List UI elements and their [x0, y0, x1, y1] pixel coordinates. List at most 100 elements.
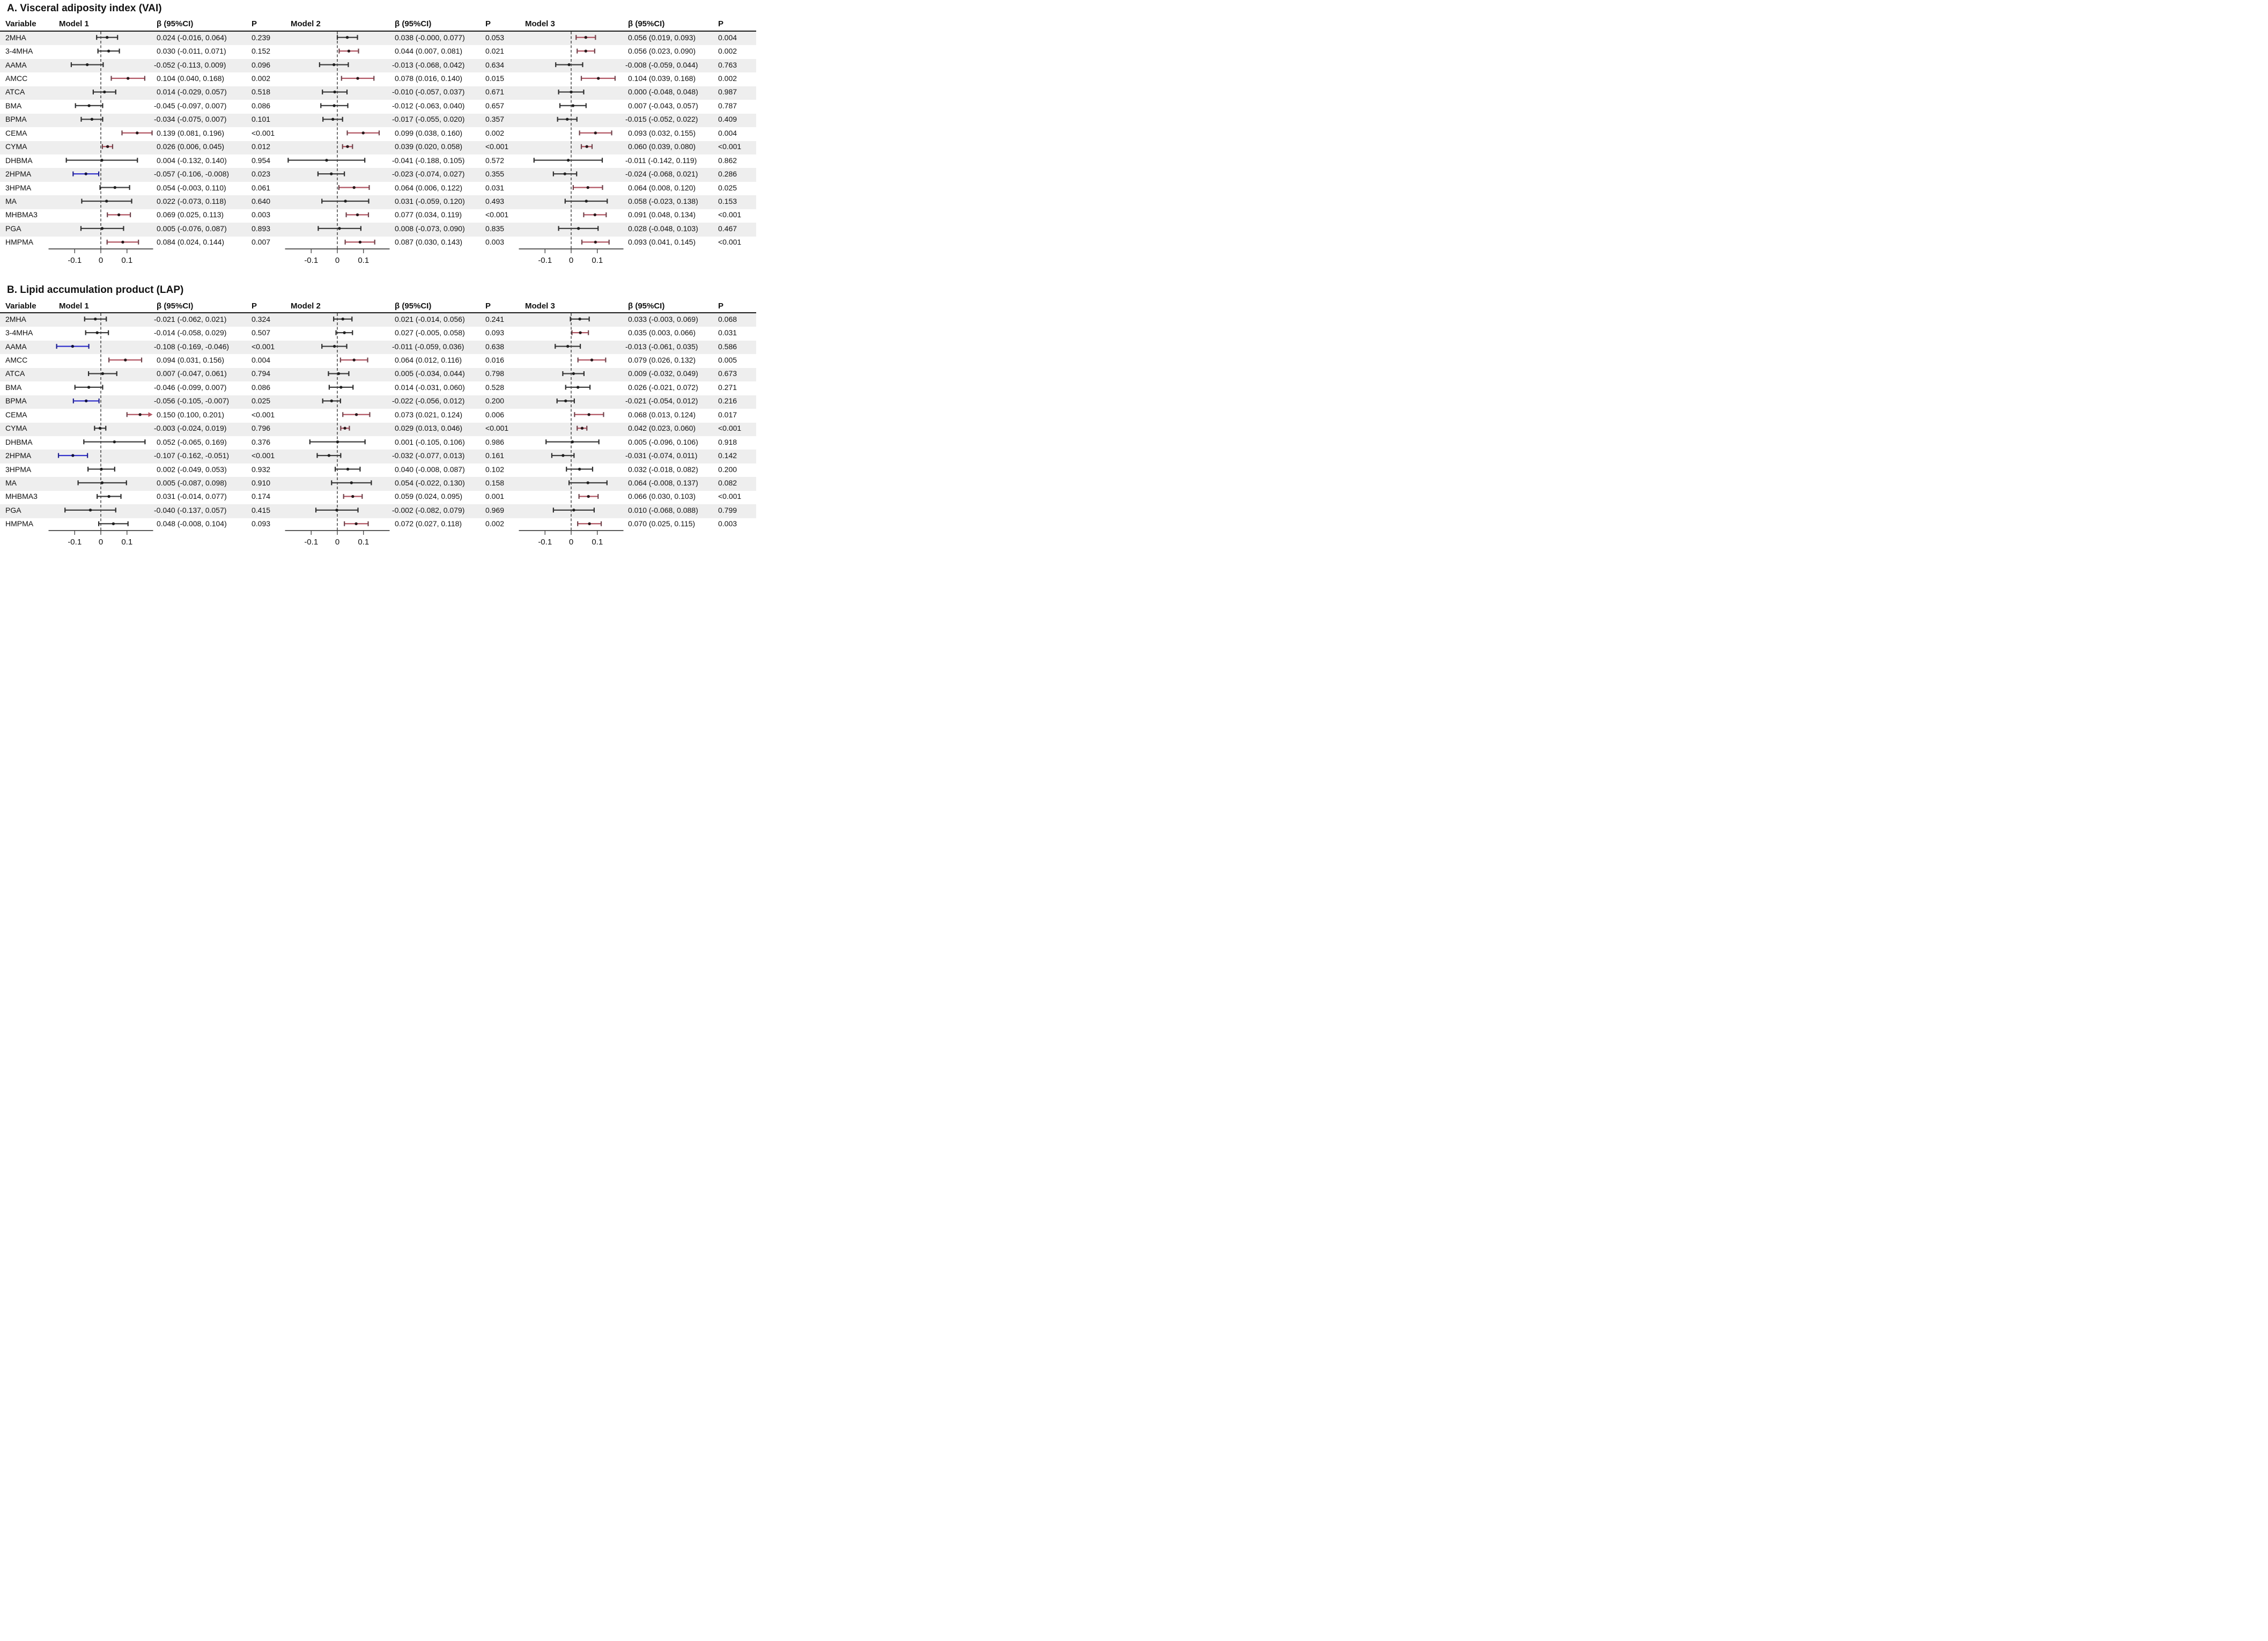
point-estimate — [113, 186, 117, 189]
beta-ci-value: -0.014 (-0.058, 0.029) — [154, 328, 227, 337]
beta-ci-value: 0.093 (0.032, 0.155) — [628, 128, 696, 137]
beta-ci-value: 0.054 (-0.022, 0.130) — [395, 478, 465, 487]
beta-ci-value: 0.064 (0.006, 0.122) — [395, 183, 463, 192]
row-stripe — [0, 141, 756, 154]
x-tick-label: 0.1 — [358, 538, 369, 547]
beta-ci-value: 0.033 (-0.003, 0.069) — [628, 314, 698, 323]
row-stripe — [0, 313, 756, 327]
beta-ci-value: 0.056 (0.023, 0.090) — [628, 47, 696, 56]
p-value: <0.001 — [718, 238, 742, 247]
point-estimate — [347, 49, 351, 53]
point-estimate — [339, 386, 343, 389]
point-estimate — [333, 104, 336, 107]
beta-ci-value: -0.013 (-0.068, 0.042) — [392, 60, 465, 69]
column-header-model: Model 1 — [59, 19, 89, 28]
beta-ci-value: -0.011 (-0.059, 0.036) — [392, 342, 464, 351]
point-estimate — [107, 495, 110, 498]
beta-ci-value: -0.017 (-0.055, 0.020) — [392, 115, 465, 124]
variable-label: CYMA — [5, 424, 27, 433]
beta-ci-value: 0.026 (-0.021, 0.072) — [628, 382, 698, 392]
beta-ci-value: 0.024 (-0.016, 0.064) — [157, 33, 227, 42]
point-estimate — [107, 49, 110, 53]
beta-ci-value: 0.059 (0.024, 0.095) — [395, 492, 463, 501]
p-value: 0.586 — [718, 342, 737, 351]
row-stripe — [0, 367, 756, 382]
x-tick-label: 0.1 — [592, 538, 603, 547]
p-value: <0.001 — [485, 210, 509, 219]
x-tick-label: 0 — [99, 538, 103, 547]
beta-ci-value: 0.056 (0.019, 0.093) — [628, 33, 696, 42]
beta-ci-value: 0.054 (-0.003, 0.110) — [157, 183, 226, 192]
p-value: 0.003 — [485, 238, 505, 247]
p-value: 0.798 — [485, 369, 505, 378]
beta-ci-value: 0.077 (0.034, 0.119) — [395, 210, 462, 219]
point-estimate — [127, 77, 130, 80]
p-value: <0.001 — [485, 424, 509, 433]
column-header-beta: β (95%CI) — [157, 19, 194, 28]
p-value: 0.286 — [718, 170, 737, 179]
beta-ci-value: 0.094 (0.031, 0.156) — [157, 356, 225, 365]
p-value: 0.142 — [718, 451, 737, 460]
beta-ci-value: 0.048 (-0.008, 0.104) — [157, 519, 227, 528]
beta-ci-value: 0.064 (0.012, 0.116) — [395, 356, 462, 365]
point-estimate — [576, 386, 580, 389]
point-estimate — [590, 358, 594, 362]
beta-ci-value: 0.035 (0.003, 0.066) — [628, 328, 696, 337]
panel-b-title: B. Lipid accumulation product (LAP) — [7, 284, 184, 296]
p-value: 0.004 — [718, 128, 737, 137]
beta-ci-value: 0.032 (-0.018, 0.082) — [628, 465, 698, 474]
column-header-model: Model 3 — [525, 19, 555, 28]
variable-label: HMPMA — [5, 238, 34, 247]
beta-ci-value: 0.014 (-0.029, 0.057) — [157, 87, 227, 97]
variable-label: BMA — [5, 101, 22, 110]
variable-label: CYMA — [5, 142, 27, 151]
point-estimate — [588, 522, 591, 525]
beta-ci-value: 0.079 (0.026, 0.132) — [628, 356, 696, 365]
p-value: 0.657 — [485, 101, 505, 110]
point-estimate — [351, 495, 354, 498]
beta-ci-value: 0.000 (-0.048, 0.048) — [628, 87, 698, 97]
beta-ci-value: 0.027 (-0.005, 0.058) — [395, 328, 465, 337]
p-value: 0.007 — [252, 238, 271, 247]
column-header-p: P — [718, 301, 724, 311]
p-value: 0.002 — [485, 519, 505, 528]
p-value: 0.003 — [718, 519, 737, 528]
variable-label: ATCA — [5, 369, 25, 378]
variable-label: AAMA — [5, 342, 27, 351]
x-tick-label: 0.1 — [358, 256, 369, 265]
beta-ci-value: 0.029 (0.013, 0.046) — [395, 424, 463, 433]
point-estimate — [358, 240, 362, 244]
point-estimate — [352, 186, 356, 189]
p-value: 0.893 — [252, 224, 271, 233]
p-value: 0.004 — [252, 356, 271, 365]
point-estimate — [356, 213, 359, 217]
p-value: 0.086 — [252, 382, 271, 392]
point-estimate — [579, 331, 582, 334]
p-value: <0.001 — [252, 410, 275, 419]
beta-ci-value: 0.150 (0.100, 0.201) — [157, 410, 225, 419]
variable-label: MA — [5, 478, 17, 487]
variable-label: DHBMA — [5, 156, 33, 165]
variable-label: 2MHA — [5, 33, 26, 42]
column-header-variable: Variable — [5, 301, 36, 311]
p-value: 0.016 — [485, 356, 505, 365]
beta-ci-value: -0.003 (-0.024, 0.019) — [154, 424, 227, 433]
column-header-p: P — [252, 301, 257, 311]
p-value: 0.096 — [252, 60, 271, 69]
beta-ci-value: 0.087 (0.030, 0.143) — [395, 238, 463, 247]
point-estimate — [136, 131, 139, 135]
beta-ci-value: 0.005 (-0.096, 0.106) — [628, 437, 698, 446]
beta-ci-value: -0.015 (-0.052, 0.022) — [625, 115, 698, 124]
p-value: 0.271 — [718, 382, 737, 392]
column-header-variable: Variable — [5, 19, 36, 28]
beta-ci-value: 0.007 (-0.047, 0.061) — [157, 369, 227, 378]
beta-ci-value: 0.072 (0.027, 0.118) — [395, 519, 462, 528]
header-rule — [0, 31, 756, 32]
p-value: 0.086 — [252, 101, 271, 110]
point-estimate — [587, 495, 590, 498]
point-estimate — [597, 77, 600, 80]
point-estimate — [566, 158, 570, 162]
p-value: 0.015 — [485, 74, 505, 83]
panel-a-title: A. Visceral adiposity index (VAI) — [7, 3, 162, 14]
p-value: 0.101 — [252, 115, 271, 124]
